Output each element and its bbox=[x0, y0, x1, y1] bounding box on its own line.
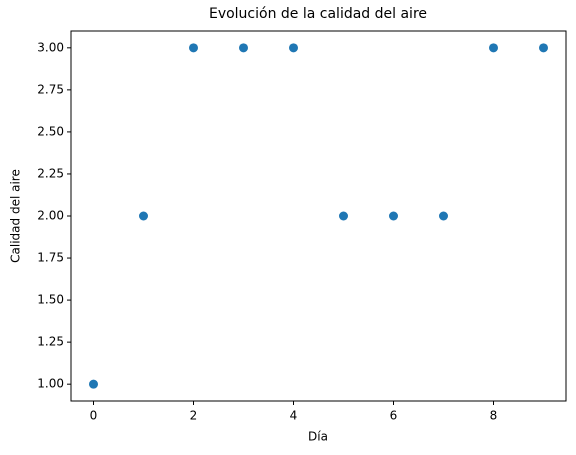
chart-title: Evolución de la calidad del aire bbox=[209, 6, 427, 22]
x-tick-label: 0 bbox=[90, 409, 98, 423]
y-axis-label: Calidad del aire bbox=[9, 169, 23, 263]
y-tick-label: 2.00 bbox=[37, 209, 64, 223]
x-tick-label: 8 bbox=[490, 409, 498, 423]
x-axis-label: Día bbox=[308, 430, 328, 444]
x-tick-label: 6 bbox=[390, 409, 398, 423]
y-tick-label: 1.75 bbox=[37, 251, 64, 265]
y-tick-label: 2.50 bbox=[37, 124, 64, 138]
point bbox=[289, 43, 298, 53]
point bbox=[89, 379, 98, 389]
x-tick-label: 2 bbox=[190, 409, 198, 423]
point bbox=[389, 211, 398, 221]
point bbox=[339, 211, 348, 221]
point bbox=[539, 43, 548, 53]
y-tick-label: 1.00 bbox=[37, 377, 64, 391]
y-tick-label: 1.50 bbox=[37, 293, 64, 307]
point bbox=[189, 43, 198, 53]
point bbox=[489, 43, 498, 53]
point bbox=[439, 211, 448, 221]
x-tick-label: 4 bbox=[290, 409, 298, 423]
y-tick-label: 2.25 bbox=[37, 166, 64, 180]
point bbox=[139, 211, 148, 221]
point bbox=[239, 43, 248, 53]
y-tick-label: 3.00 bbox=[37, 40, 64, 54]
y-tick-label: 1.25 bbox=[37, 335, 64, 349]
y-tick-label: 2.75 bbox=[37, 82, 64, 96]
